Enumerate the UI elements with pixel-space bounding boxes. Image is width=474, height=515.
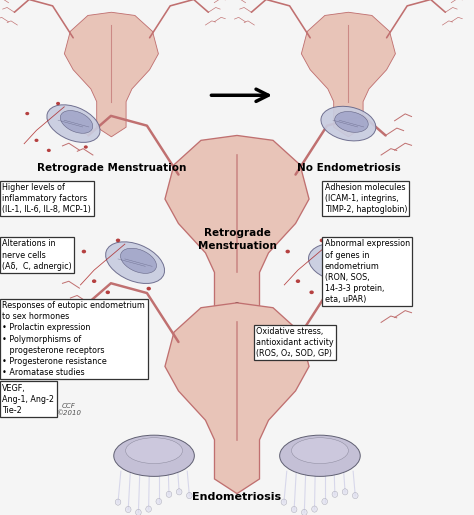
Ellipse shape: [92, 279, 96, 283]
Ellipse shape: [350, 287, 355, 290]
Circle shape: [291, 506, 297, 512]
Polygon shape: [165, 303, 309, 493]
Circle shape: [301, 509, 307, 515]
Ellipse shape: [321, 106, 376, 141]
Text: No Endometriosis: No Endometriosis: [297, 163, 400, 173]
Ellipse shape: [280, 435, 360, 476]
Ellipse shape: [146, 287, 151, 290]
Ellipse shape: [106, 242, 164, 283]
Text: Oxidative stress,
antioxidant activity
(ROS, O₂, SOD, GP): Oxidative stress, antioxidant activity (…: [256, 327, 334, 358]
Circle shape: [166, 491, 172, 497]
Circle shape: [115, 499, 121, 505]
Circle shape: [332, 491, 337, 497]
Ellipse shape: [84, 145, 88, 149]
Ellipse shape: [47, 105, 100, 143]
Ellipse shape: [319, 238, 324, 242]
Text: Responses of eutopic endometrium
to sex hormones
• Prolactin expression
• Polymo: Responses of eutopic endometrium to sex …: [2, 301, 145, 377]
Text: Retrograde
Menstruation: Retrograde Menstruation: [198, 228, 276, 251]
Ellipse shape: [106, 290, 110, 294]
Polygon shape: [301, 12, 395, 137]
Ellipse shape: [82, 250, 86, 253]
Ellipse shape: [324, 249, 361, 272]
Ellipse shape: [35, 139, 38, 142]
Circle shape: [352, 492, 358, 499]
Circle shape: [186, 492, 192, 499]
Circle shape: [342, 489, 348, 495]
Circle shape: [125, 506, 131, 512]
Circle shape: [136, 509, 141, 515]
Text: VEGF,
Ang-1, Ang-2
Tie-2: VEGF, Ang-1, Ang-2 Tie-2: [2, 384, 55, 415]
Ellipse shape: [292, 438, 348, 464]
Circle shape: [176, 489, 182, 495]
Ellipse shape: [56, 102, 60, 105]
Polygon shape: [64, 12, 158, 137]
Ellipse shape: [47, 149, 51, 152]
Text: Endometriosis: Endometriosis: [192, 492, 282, 502]
Ellipse shape: [116, 238, 120, 242]
Circle shape: [322, 499, 328, 505]
Text: Higher levels of
inflammatory factors
(IL-1, IL-6, IL-8, MCP-1): Higher levels of inflammatory factors (I…: [2, 183, 91, 214]
Ellipse shape: [296, 279, 300, 283]
Ellipse shape: [25, 112, 29, 115]
Text: Retrograde Menstruation: Retrograde Menstruation: [36, 163, 186, 173]
Text: Alterations in
nerve cells
(Aδ,  C, adnergic): Alterations in nerve cells (Aδ, C, adner…: [2, 239, 72, 271]
Text: CCF
©2010: CCF ©2010: [56, 403, 81, 416]
Ellipse shape: [309, 244, 369, 282]
Text: Adhesion molecules
(ICAM-1, integrins,
TIMP-2, haptoglobin): Adhesion molecules (ICAM-1, integrins, T…: [325, 183, 407, 214]
Ellipse shape: [114, 435, 194, 476]
Ellipse shape: [310, 290, 314, 294]
Ellipse shape: [120, 248, 156, 273]
Ellipse shape: [335, 112, 368, 132]
Circle shape: [312, 506, 318, 512]
Ellipse shape: [285, 250, 290, 253]
Text: Abnormal expression
of genes in
endometrium
(RON, SOS,
14-3-3 protein,
eta, uPAR: Abnormal expression of genes in endometr…: [325, 239, 410, 304]
Ellipse shape: [60, 111, 93, 133]
Circle shape: [146, 506, 151, 512]
Circle shape: [156, 499, 162, 505]
Polygon shape: [165, 135, 309, 327]
Circle shape: [281, 499, 287, 505]
Ellipse shape: [126, 438, 182, 464]
